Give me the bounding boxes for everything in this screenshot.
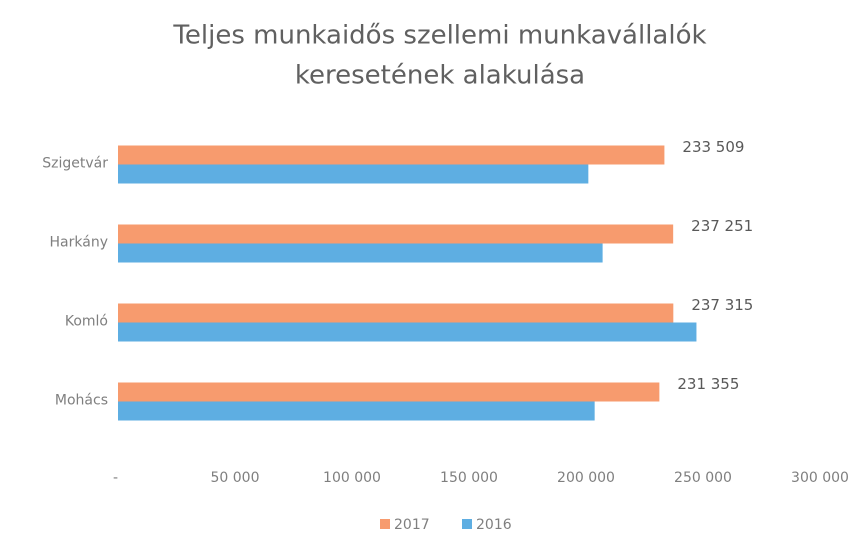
bar xyxy=(118,145,665,165)
x-tick-label: 250 000 xyxy=(674,470,732,486)
chart-title: Teljes munkaidős szellemi munkavállalók xyxy=(172,21,706,51)
bar xyxy=(118,322,697,342)
bar xyxy=(118,224,674,244)
data-label: 237 315 xyxy=(691,296,753,314)
y-tick-label: Harkány xyxy=(50,235,108,251)
legend-label: 2016 xyxy=(476,517,512,533)
legend-swatch xyxy=(380,519,390,529)
bar xyxy=(118,243,603,263)
data-label: 231 355 xyxy=(677,375,739,393)
y-tick-label: Szigetvár xyxy=(42,156,108,172)
x-tick-label: 200 000 xyxy=(557,470,615,486)
bar xyxy=(118,164,589,184)
bar xyxy=(118,401,595,421)
x-tick-label: 50 000 xyxy=(211,470,260,486)
legend-label: 2017 xyxy=(394,517,430,533)
data-label: 237 251 xyxy=(691,217,753,235)
y-tick-label: Mohács xyxy=(55,393,108,409)
x-tick-label: - xyxy=(113,470,118,486)
bar xyxy=(118,382,660,402)
x-tick-label: 150 000 xyxy=(440,470,498,486)
bar xyxy=(118,303,674,323)
legend-swatch xyxy=(462,519,472,529)
x-tick-label: 100 000 xyxy=(323,470,381,486)
chart-title: keresetének alakulása xyxy=(295,61,585,91)
y-tick-label: Komló xyxy=(65,314,108,330)
data-label: 233 509 xyxy=(682,138,744,156)
x-tick-label: 300 000 xyxy=(791,470,849,486)
